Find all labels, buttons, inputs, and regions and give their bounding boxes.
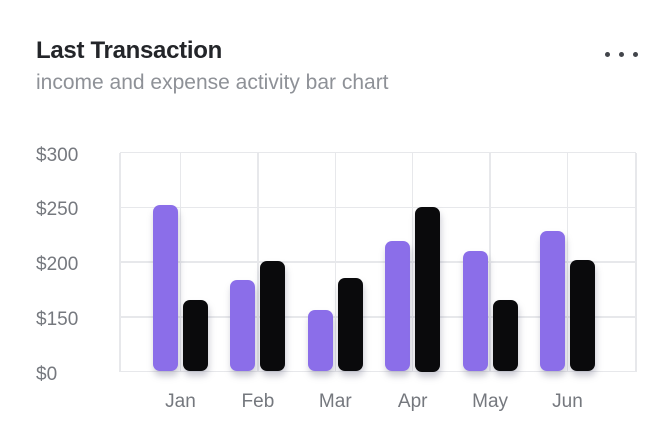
bar-income-may [462, 251, 488, 372]
card-title: Last Transaction [36, 37, 222, 64]
ellipsis-dot [605, 52, 610, 57]
x-axis-label-jun: Jun [552, 391, 583, 412]
bar-income-mar [307, 310, 333, 372]
gridline-vertical [334, 152, 337, 372]
bar-expense-jun [570, 259, 595, 372]
bar-expense-apr [415, 207, 441, 372]
bar-expense-may [492, 300, 518, 372]
gridline-vertical [179, 152, 182, 372]
gridline-horizontal [120, 261, 636, 263]
bar-income-feb [230, 279, 256, 372]
gridline-horizontal [120, 206, 636, 208]
bar-income-apr [385, 241, 411, 372]
gridline-horizontal [120, 370, 636, 373]
gridline-horizontal [120, 316, 636, 318]
y-axis-label: $200 [36, 254, 79, 275]
y-axis-label: $300 [36, 144, 79, 166]
gridline-vertical [489, 152, 491, 372]
bar-income-jun [540, 231, 565, 372]
bar-expense-jan [183, 300, 208, 372]
ellipsis-dot [619, 52, 624, 57]
x-axis-label-apr: Apr [397, 391, 428, 412]
gridline-horizontal [120, 151, 636, 154]
x-axis-label-jan: Jan [165, 391, 196, 412]
card-subtitle: income and expense activity bar chart [36, 71, 389, 94]
bar-income-jan [153, 205, 178, 372]
x-axis-label-feb: Feb [241, 391, 275, 412]
y-axis-label: $0 [36, 363, 58, 385]
x-axis-label-may: May [472, 391, 509, 412]
ellipsis-menu-icon[interactable] [603, 50, 640, 59]
x-axis-label-mar: Mar [318, 391, 352, 412]
y-axis-label: $150 [36, 308, 79, 330]
bar-expense-feb [260, 260, 286, 372]
y-axis-label: $250 [36, 199, 79, 221]
gridline-vertical [119, 152, 121, 372]
gridline-vertical [257, 152, 259, 372]
gridline-vertical [635, 152, 637, 372]
gridline-vertical [566, 152, 569, 372]
bar-expense-mar [337, 278, 363, 372]
ellipsis-dot [633, 52, 638, 57]
gridline-vertical [411, 152, 414, 372]
